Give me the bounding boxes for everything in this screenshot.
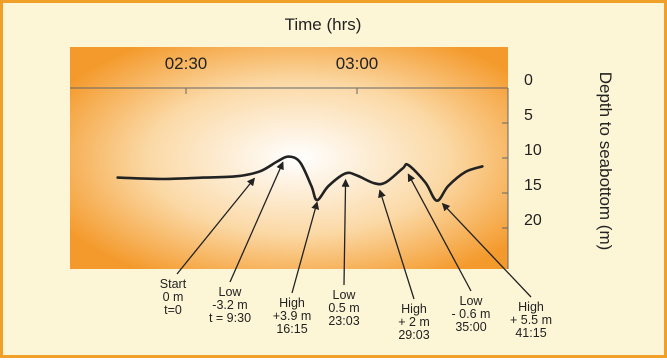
x-tick-label: 03:00 <box>336 54 379 73</box>
annotation-label: -3.2 m <box>212 298 247 312</box>
y-tick-label: 5 <box>524 107 533 124</box>
x-tick-label: 02:30 <box>165 54 208 73</box>
annotation-label: 35:00 <box>455 320 486 334</box>
depth-series-line <box>116 155 484 202</box>
annotation-arrow <box>291 201 320 294</box>
annotation-arrow <box>378 189 415 300</box>
annotation-arrow <box>441 202 532 298</box>
annotation-arrow <box>229 161 284 283</box>
y-tick-label: 15 <box>524 177 542 194</box>
annotation-label: Low <box>460 294 484 308</box>
annotation-label: Low <box>219 285 243 299</box>
annotation-arrow <box>176 177 256 275</box>
annotation-label: Start <box>160 277 187 291</box>
annotation-label: + 2 m <box>398 315 430 329</box>
plot-area <box>70 47 508 269</box>
annotation-arrow <box>341 178 350 286</box>
x-axis-title: Time (hrs) <box>285 15 362 34</box>
y-axis-title: Depth to seabottom (m) <box>596 72 615 251</box>
annotation-label: Low <box>333 288 357 302</box>
y-tick-label: 10 <box>524 142 542 159</box>
annotation-label: High <box>518 300 544 314</box>
y-tick-label: 20 <box>524 212 542 229</box>
annotation-label: High <box>279 296 305 310</box>
annotation-label: t=0 <box>164 303 182 317</box>
y-tick-label: 0 <box>524 72 533 89</box>
annotation-label: 16:15 <box>276 322 307 336</box>
annotation-label: 41:15 <box>515 326 546 340</box>
annotation-label: 0 m <box>163 290 184 304</box>
annotation-arrow <box>407 173 472 292</box>
annotation-label: t = 9:30 <box>209 311 251 325</box>
annotation-label: 29:03 <box>398 328 429 342</box>
annotation-label: - 0.6 m <box>452 307 491 321</box>
annotation-label: 0.5 m <box>328 301 359 315</box>
annotation-label: High <box>401 302 427 316</box>
annotation-label: + 5.5 m <box>510 313 552 327</box>
annotation-label: 23:03 <box>328 314 359 328</box>
annotation-label: +3.9 m <box>273 309 312 323</box>
